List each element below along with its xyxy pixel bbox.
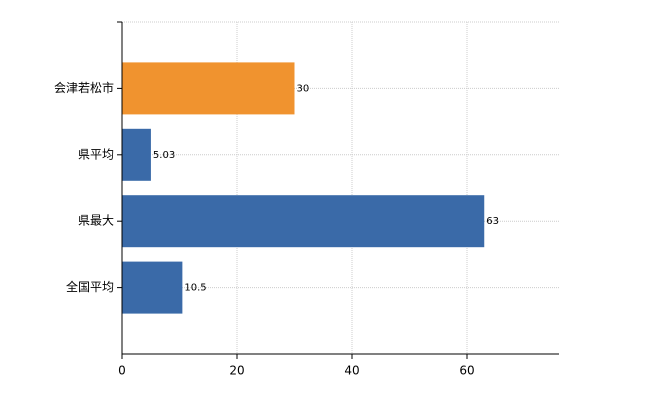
x-tick-label: 60 [459, 364, 474, 378]
value-label: 63 [486, 216, 499, 227]
bar [122, 195, 485, 248]
x-tick-label: 20 [229, 364, 244, 378]
bar [122, 62, 295, 115]
x-tick-label: 0 [118, 364, 126, 378]
y-tick-label: 会津若松市 [54, 80, 114, 95]
y-tick-label: 県最大 [78, 214, 114, 228]
value-label: 10.5 [184, 283, 206, 294]
value-label: 5.03 [153, 150, 175, 161]
y-tick-label: 県平均 [78, 147, 114, 161]
value-label: 30 [297, 83, 310, 94]
bar [122, 261, 183, 314]
bar [122, 128, 151, 181]
x-tick-label: 40 [344, 364, 359, 378]
y-tick-label: 全国平均 [66, 279, 114, 294]
